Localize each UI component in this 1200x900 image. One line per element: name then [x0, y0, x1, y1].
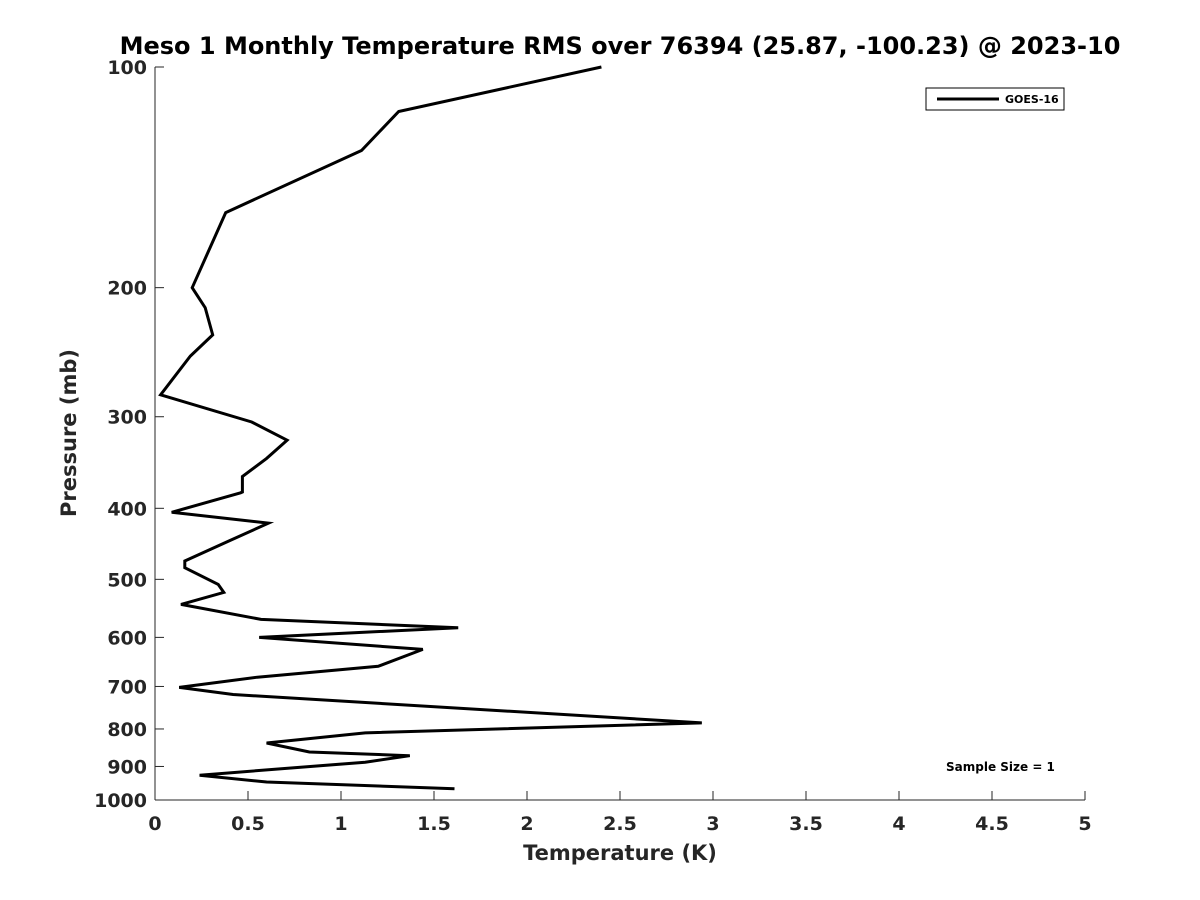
- legend[interactable]: GOES-16: [925, 87, 1065, 111]
- x-axis-ticks: 0 0.5 1 1.5 2 2.5 3 3.5 4 4.5 5: [148, 791, 1092, 835]
- y-axis-label: Pressure (mb): [57, 349, 81, 517]
- series-layer: [158, 65, 702, 791]
- chart-title: Meso 1 Monthly Temperature RMS over 7639…: [120, 32, 1121, 60]
- x-tick-label: 4.5: [975, 813, 1009, 835]
- y-tick-label: 600: [107, 627, 147, 649]
- y-tick-label: 200: [107, 278, 147, 300]
- y-tick-label: 400: [107, 498, 147, 520]
- y-tick-label: 300: [107, 407, 147, 429]
- y-tick-label: 500: [107, 569, 147, 591]
- y-tick-label: 1000: [94, 790, 147, 812]
- x-tick-label: 3.5: [789, 813, 823, 835]
- x-axis-label: Temperature (K): [523, 841, 717, 865]
- series-line-goes-16: [158, 65, 702, 791]
- x-tick-label: 3: [706, 813, 719, 835]
- x-tick-label: 0: [148, 813, 161, 835]
- y-tick-label: 800: [107, 719, 147, 741]
- x-tick-label: 2.5: [603, 813, 637, 835]
- y-tick-label: 700: [107, 676, 147, 698]
- x-tick-label: 4: [892, 813, 905, 835]
- y-tick-label: 900: [107, 756, 147, 778]
- x-tick-label: 2: [520, 813, 533, 835]
- x-tick-label: 0.5: [231, 813, 265, 835]
- x-tick-label: 5: [1078, 813, 1091, 835]
- x-tick-label: 1: [334, 813, 347, 835]
- y-axis-ticks: 100 200 300 400 500 600 700 800 900 1000: [94, 57, 164, 812]
- x-tick-label: 1.5: [417, 813, 451, 835]
- sample-size-annotation: Sample Size = 1: [946, 760, 1055, 774]
- y-tick-label: 100: [107, 57, 147, 79]
- legend-label-goes-16: GOES-16: [1005, 93, 1059, 106]
